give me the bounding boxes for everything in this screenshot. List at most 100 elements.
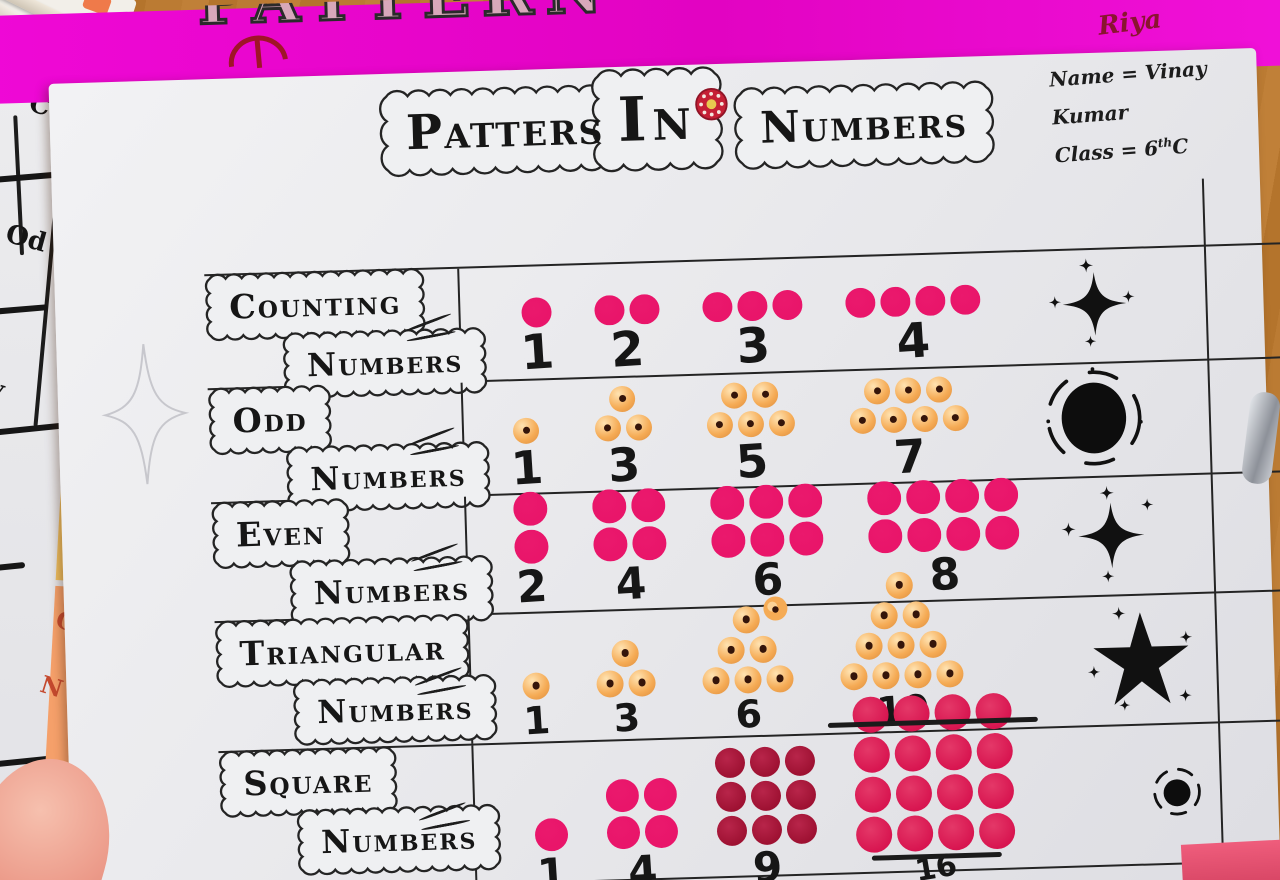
row-label-text: EVEN	[235, 514, 327, 555]
orange-bead	[731, 606, 760, 635]
group-number: 4	[895, 312, 932, 371]
stray-bead	[763, 596, 788, 621]
crimson-dot-sticker	[853, 776, 892, 814]
row-label-cloud: EVEN	[211, 498, 351, 569]
group-number: 3	[611, 694, 642, 741]
pink-dot-sticker	[905, 479, 941, 515]
crimson-dot-sticker	[896, 814, 934, 852]
pink-dot-sticker	[984, 515, 1020, 551]
orange-bead	[748, 635, 777, 664]
orange-bead	[768, 409, 795, 437]
row-label-cell: SQUARE NUMBERS	[218, 745, 502, 880]
dot-group-1: 1	[531, 816, 571, 880]
pink-dot-sticker	[513, 529, 549, 565]
dot-group-3: 3	[592, 638, 659, 741]
row-label-text: SQUARE	[242, 763, 374, 804]
dot-group-3: 3	[591, 384, 656, 493]
dot-arrangement	[591, 384, 655, 444]
pink-dot-sticker	[983, 477, 1019, 513]
maroon-dot-sticker	[751, 814, 782, 846]
group-number: 3	[734, 316, 772, 375]
orange-bead	[941, 404, 969, 432]
title-word: PATTERS	[405, 104, 605, 162]
orange-bead	[627, 669, 656, 698]
maroon-dot-sticker	[749, 746, 780, 778]
maroon-dot-sticker	[716, 815, 747, 847]
orange-bead	[901, 601, 930, 630]
crimson-dot-sticker	[894, 774, 932, 813]
dot-group-6: 6	[697, 604, 797, 737]
pink-border-strip: PATTERN	[0, 0, 1280, 104]
five-point-star-stars-icon	[1083, 602, 1194, 717]
row-label-text: TRIANGULAR	[238, 633, 447, 674]
maroon-dot-sticker	[715, 781, 746, 813]
pink-dot-sticker	[592, 527, 628, 563]
orange-bead	[925, 376, 953, 404]
dot-group-1: 1	[519, 671, 553, 744]
dot-arrangement	[510, 490, 551, 567]
orange-bead	[871, 662, 900, 690]
dot-group-4: 4	[842, 282, 984, 371]
crimson-dot-sticker	[937, 813, 975, 851]
title-word: NUMBERS	[759, 101, 969, 154]
orange-bead	[751, 381, 779, 409]
bg-chart-rule	[0, 561, 26, 577]
row-label-cell: ODD NUMBERS	[207, 382, 491, 513]
pink-dot-sticker	[771, 289, 803, 321]
dot-arrangement	[707, 481, 826, 560]
crimson-dot-sticker	[892, 694, 930, 733]
group-number: 7	[892, 428, 928, 485]
dot-group-7: 7	[846, 374, 973, 485]
title-cloud-patters: PATTERS	[379, 83, 632, 178]
name-class-block: Name = Vinay Kumar Class = 6thC	[1048, 46, 1262, 175]
black-oval-dashed-ring-icon	[1040, 364, 1147, 475]
orange-bead	[733, 666, 762, 695]
bg-chart-rule	[0, 304, 48, 317]
maroon-dot-sticker	[786, 813, 817, 845]
crimson-dot-sticker	[976, 772, 1014, 810]
pink-dot-sticker	[787, 483, 823, 519]
row-label-cloud: NUMBERS	[296, 803, 502, 876]
pink-dot-sticker	[604, 778, 639, 813]
orange-bead	[610, 639, 639, 668]
dot-arrangement	[846, 374, 972, 436]
orange-bead	[716, 636, 745, 665]
orange-bead	[863, 378, 891, 405]
pink-dot-sticker	[944, 478, 980, 514]
crimson-dot-sticker	[974, 692, 1012, 730]
pink-dot-sticker	[630, 488, 666, 524]
dot-group-6: 6	[707, 481, 827, 607]
dot-group-2: 2	[510, 490, 552, 615]
orange-bead	[765, 665, 794, 694]
group-number: 2	[515, 561, 550, 615]
orange-bead	[894, 377, 922, 404]
group-number: 1	[522, 697, 552, 744]
pencil-sparkle-doodle	[101, 344, 190, 485]
row-label-cloud: TRIANGULAR	[215, 613, 470, 688]
orange-bead	[706, 411, 733, 439]
chart-paper: Name = Vinay Kumar Class = 6thC PATTERS …	[48, 46, 1280, 880]
dot-group-5: 5	[703, 379, 799, 489]
orange-bead	[918, 630, 947, 659]
row-label-cloud: ODD	[208, 384, 332, 456]
pink-dot-sticker	[709, 485, 745, 521]
pink-dot-sticker	[644, 814, 678, 849]
orange-bead	[720, 382, 748, 410]
dot-group-4: 4	[589, 486, 670, 612]
row-label-text: NUMBERS	[306, 345, 464, 385]
crimson-dot-sticker	[975, 732, 1013, 770]
row-label-text: NUMBERS	[320, 822, 478, 862]
pink-dot-sticker	[749, 522, 785, 558]
crimson-dot-sticker	[893, 734, 931, 773]
pink-dot-sticker	[591, 489, 627, 525]
orange-bead	[935, 660, 964, 689]
row-label-cloud: COUNTING	[204, 267, 426, 342]
pink-dot-sticker	[512, 491, 548, 527]
row-label-cell: EVEN NUMBERS	[211, 496, 494, 627]
group-number: 6	[733, 691, 764, 737]
pink-dot-sticker	[914, 285, 946, 317]
group-number: 4	[613, 558, 648, 612]
dot-group-1: 1	[518, 295, 556, 381]
